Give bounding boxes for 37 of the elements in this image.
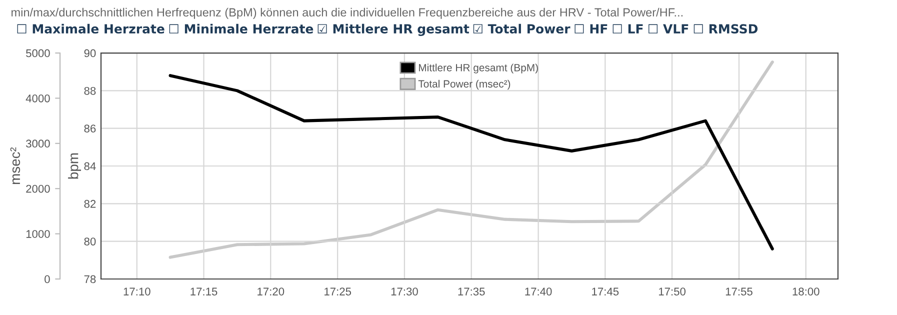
text: ☐ RMSSD	[694, 24, 758, 34]
y-tick-label: 90	[84, 49, 96, 58]
x-tick-label: 17:50	[658, 288, 686, 296]
text: ☐ HF	[574, 24, 608, 34]
x-tick-label: 17:20	[258, 288, 284, 296]
y-tick-label: 78	[84, 275, 96, 284]
x-tick-label: 17:55	[726, 288, 752, 296]
text: ☐ VLF	[648, 24, 688, 34]
y-tick-label: 88	[84, 86, 96, 95]
y2-tick-label: 0	[44, 275, 50, 284]
y-tick-label: 84	[84, 162, 96, 170]
x-tick-label: 18:00	[792, 288, 820, 296]
x-tick-label: 17:35	[458, 288, 485, 296]
text: ☐ Maximale Herzrate	[17, 24, 164, 34]
y2-tick-label: 1000	[26, 230, 50, 238]
x-tick-label: 17:25	[324, 288, 352, 296]
text: ☐ Minimale Herzrate	[169, 24, 314, 34]
legend-label: Mittlere HR gesamt (BpM)	[419, 64, 538, 74]
y2-tick-label: 2000	[26, 184, 50, 193]
text: min/max/durchschnittlichen Herfrequenz (BpM) können auch die individuellen Frequenzbereiche aus der HRV - Total Power/HF...	[12, 8, 683, 19]
y-tick-label: 82	[84, 200, 96, 208]
x-tick-label: 17:45	[592, 288, 619, 296]
y2-axis-title: msec²	[10, 147, 20, 184]
text: ☑ Mittlere HR gesamt	[318, 24, 470, 36]
x-tick-label: 17:40	[525, 288, 552, 296]
legend-label: Total Power (msec²)	[418, 80, 510, 90]
y-axis-title: bpm	[68, 153, 82, 179]
x-tick-label: 17:10	[124, 288, 150, 296]
y2-tick-label: 4000	[26, 94, 50, 102]
y2-tick-label: 3000	[26, 140, 50, 148]
text: ☑ Total Power	[473, 24, 570, 34]
x-tick-label: 17:15	[190, 288, 218, 296]
y-tick-label: 80	[84, 238, 96, 246]
y2-tick-label: 5000	[26, 49, 50, 58]
y-tick-label: 86	[84, 124, 96, 132]
text: ☐ LF	[612, 24, 643, 34]
x-tick-label: 17:30	[391, 288, 418, 296]
